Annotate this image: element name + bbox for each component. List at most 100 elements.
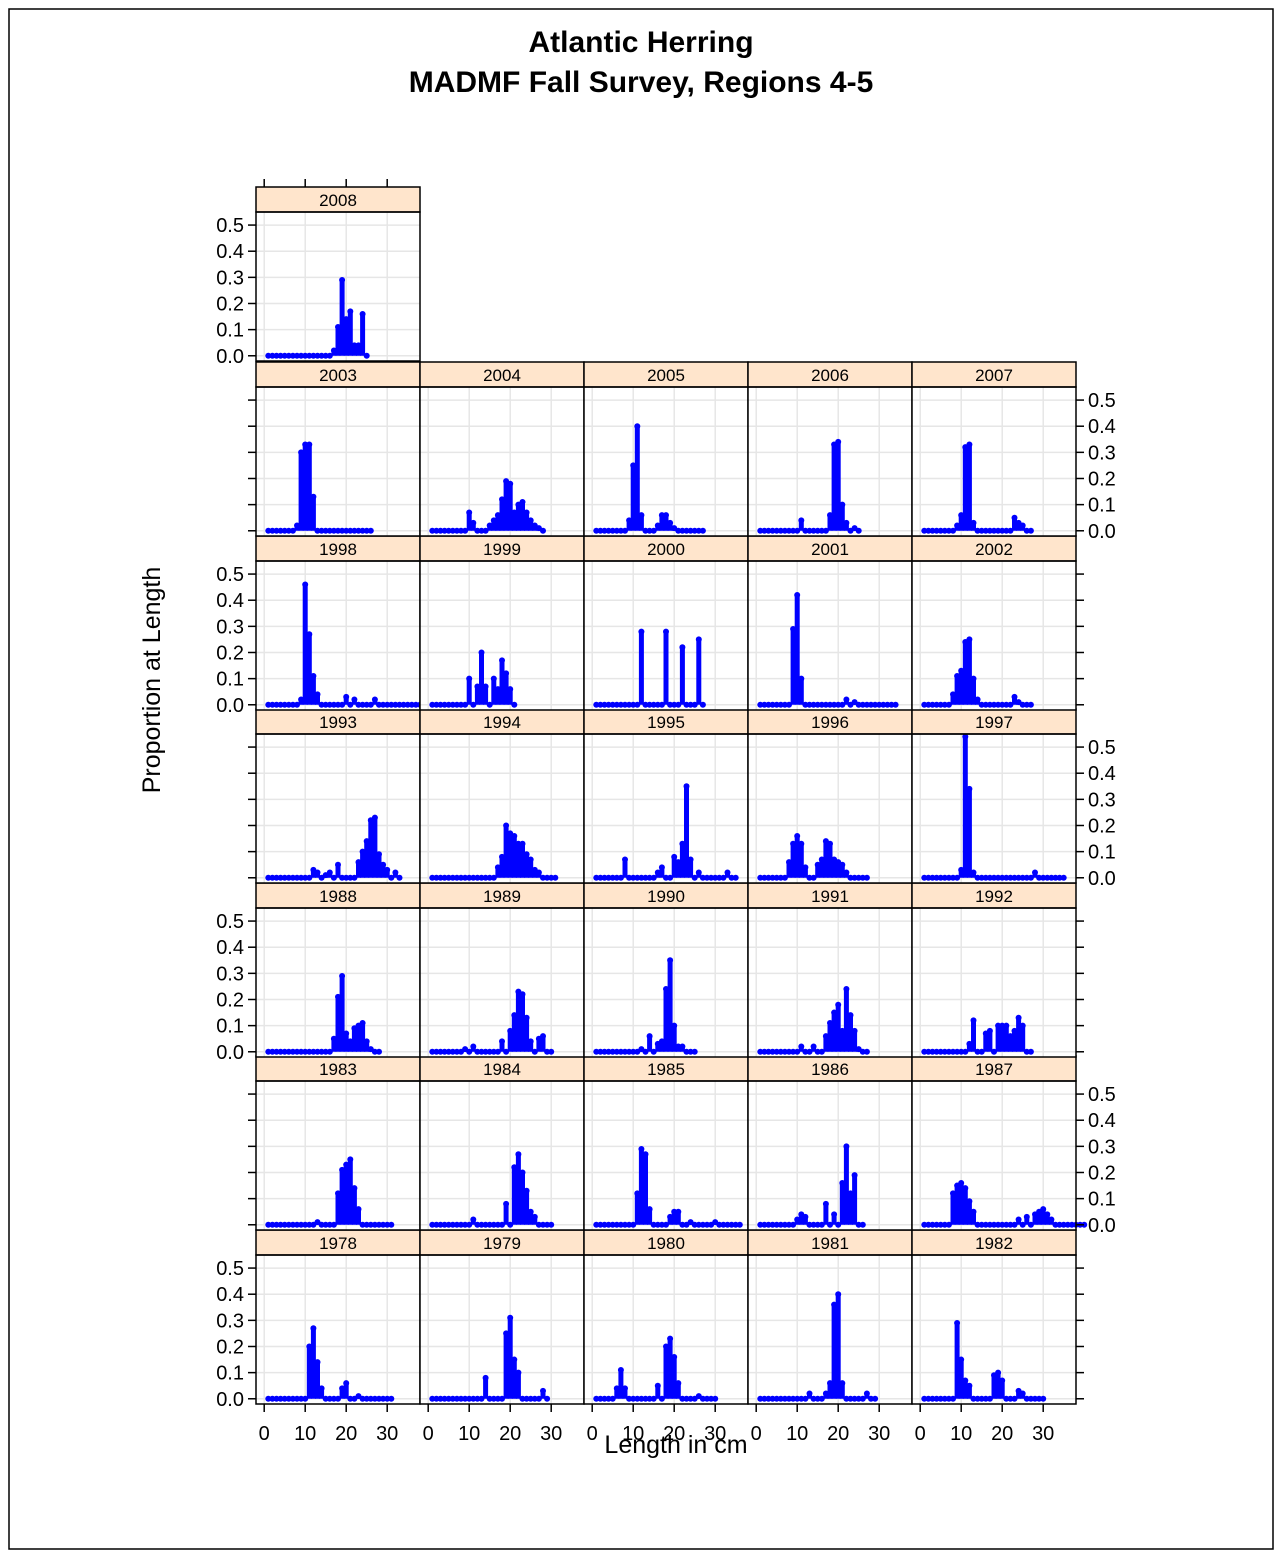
point-1983-28: [376, 1221, 382, 1228]
point-1998-19: [339, 701, 346, 708]
panel-bg: [584, 734, 748, 883]
point-1987-2: [925, 1221, 932, 1228]
panel-grid-lines: [912, 1081, 1076, 1230]
panel-1999: 1999: [419, 535, 585, 711]
point-2005-27: [699, 527, 706, 534]
point-1997-24: [1015, 874, 1022, 881]
point-1989-1: [429, 1048, 436, 1055]
x-tick-label: 0: [915, 1423, 926, 1445]
point-1987-25: [1019, 1221, 1026, 1228]
y-tick-label: 0.0: [216, 1042, 244, 1064]
y-tick-label: 0.3: [216, 1310, 244, 1332]
series-1996: [757, 832, 870, 881]
point-2002-8: [950, 691, 956, 698]
point-1978-27: [371, 1395, 378, 1402]
point-1987-4: [933, 1221, 940, 1228]
point-1982-13: [970, 1395, 977, 1402]
point-2008-20: [343, 316, 350, 323]
point-2002-26: [1023, 701, 1030, 708]
point-1982-9: [954, 1319, 961, 1326]
point-1992-20: [999, 1022, 1006, 1029]
point-2006-3: [765, 527, 772, 534]
point-1995-27: [699, 874, 706, 881]
series-2007: [921, 441, 1034, 534]
point-2000-16: [654, 701, 661, 708]
point-1998-23: [355, 701, 362, 708]
point-1982-12: [966, 1382, 973, 1389]
point-2001-18: [827, 701, 833, 708]
point-1978-6: [285, 1395, 292, 1402]
strip-1997: [911, 708, 1077, 735]
point-2004-17: [494, 512, 501, 519]
point-1981-16: [818, 1395, 825, 1402]
point-1993-20: [343, 874, 350, 881]
point-1986-24: [851, 1172, 858, 1179]
point-1989-18: [499, 1038, 505, 1045]
point-1984-16: [490, 1221, 497, 1228]
point-2008-7: [289, 352, 296, 359]
point-1999-15: [486, 701, 493, 708]
point-1988-25: [363, 1038, 370, 1045]
y-tick-label-right: 0.1: [1088, 495, 1116, 517]
point-1985-15: [650, 1221, 657, 1228]
point-2008-17: [330, 347, 337, 354]
point-1978-25: [363, 1395, 370, 1402]
point-1978-10: [302, 1395, 309, 1402]
point-1991-1: [757, 1048, 764, 1055]
point-2007-3: [929, 527, 936, 534]
point-2006-22: [843, 519, 850, 526]
point-1995-7: [617, 874, 624, 881]
panel-bg: [748, 1255, 912, 1404]
point-1995-29: [708, 874, 715, 881]
point-1987-36: [1064, 1221, 1071, 1228]
point-1993-25: [363, 838, 370, 845]
point-2008-19: [339, 276, 346, 283]
point-1999-4: [441, 701, 448, 708]
panel-2002: 2002: [911, 535, 1084, 711]
strip-label: 1996: [811, 713, 849, 732]
point-1996-3: [765, 874, 772, 881]
point-2000-26: [695, 636, 702, 643]
point-2004-14: [482, 527, 489, 534]
point-1986-21: [839, 1179, 846, 1186]
point-2002-14: [974, 696, 981, 703]
point-1995-25: [691, 874, 698, 881]
point-1994-11: [470, 874, 477, 881]
point-1985-4: [605, 1221, 612, 1228]
point-1978-31: [388, 1395, 395, 1402]
point-1994-19: [503, 822, 510, 829]
strip-label: 2007: [975, 366, 1013, 385]
point-1991-26: [859, 1048, 866, 1055]
point-1997-15: [978, 874, 985, 881]
point-1984-10: [466, 1221, 473, 1228]
point-1983-2: [269, 1221, 276, 1228]
point-2001-13: [806, 701, 813, 708]
point-1993-13: [314, 869, 321, 876]
point-1987-37: [1068, 1221, 1075, 1228]
point-2007-13: [970, 519, 977, 526]
point-2002-7: [945, 701, 952, 708]
point-1987-1: [921, 1221, 928, 1228]
y-tick-label: 0.0: [216, 346, 244, 368]
point-1982-21: [1003, 1395, 1010, 1402]
point-1987-32: [1048, 1216, 1055, 1223]
point-2007-27: [1027, 527, 1034, 534]
series-1993: [265, 814, 403, 881]
point-1995-15: [650, 874, 657, 881]
point-1998-26: [367, 701, 374, 708]
panel-1986: 1986: [747, 1055, 913, 1231]
series-1999: [429, 649, 518, 708]
point-2006-8: [786, 527, 792, 534]
point-1998-22: [351, 696, 358, 703]
point-1993-16: [326, 869, 333, 876]
point-1990-5: [609, 1048, 616, 1055]
point-1982-29: [1036, 1395, 1043, 1402]
point-1981-17: [822, 1390, 829, 1397]
panel-border: [911, 1080, 1077, 1231]
point-1982-11: [962, 1377, 969, 1384]
point-1991-6: [777, 1048, 784, 1055]
strip-1989: [419, 882, 585, 909]
axes-2008: 0.0 0.1 0.2 0.3 0.4 0.5: [216, 179, 388, 368]
point-1990-6: [613, 1048, 620, 1055]
point-1979-26: [531, 1395, 538, 1402]
